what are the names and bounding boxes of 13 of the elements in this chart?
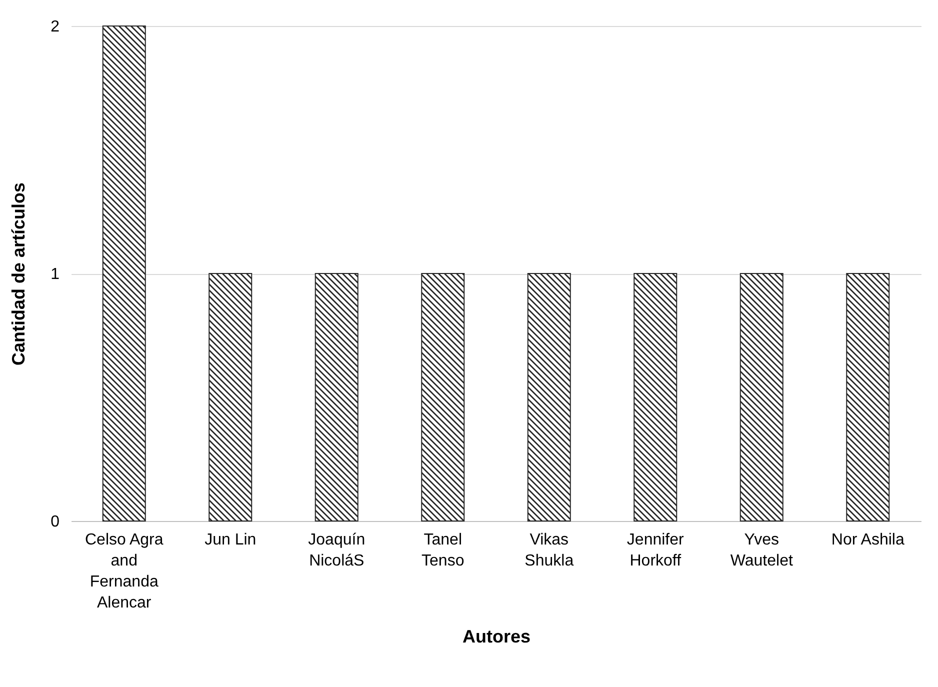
y-tick-label: 2 (50, 18, 60, 36)
y-axis-title: Cantidad de artículos (8, 182, 29, 366)
x-axis-title: Autores (462, 626, 531, 646)
y-tick-label: 1 (50, 266, 60, 283)
x-tick-label: Yves Wautelet (730, 532, 794, 570)
x-tick-label: Tanel Tenso (422, 532, 464, 570)
x-tick-label: Vikas Shukla (524, 532, 574, 570)
x-tick-label: Jun Lin (204, 532, 256, 548)
x-tick-label: Celso Agra and Fernanda Alencar (84, 532, 164, 612)
x-tick-label: Joaquín NicoláS (308, 532, 366, 570)
x-tick-label: Nor Ashila (831, 532, 904, 548)
y-tick-label: 0 (50, 514, 60, 530)
x-tick-label: Jennifer Horkoff (626, 532, 685, 570)
